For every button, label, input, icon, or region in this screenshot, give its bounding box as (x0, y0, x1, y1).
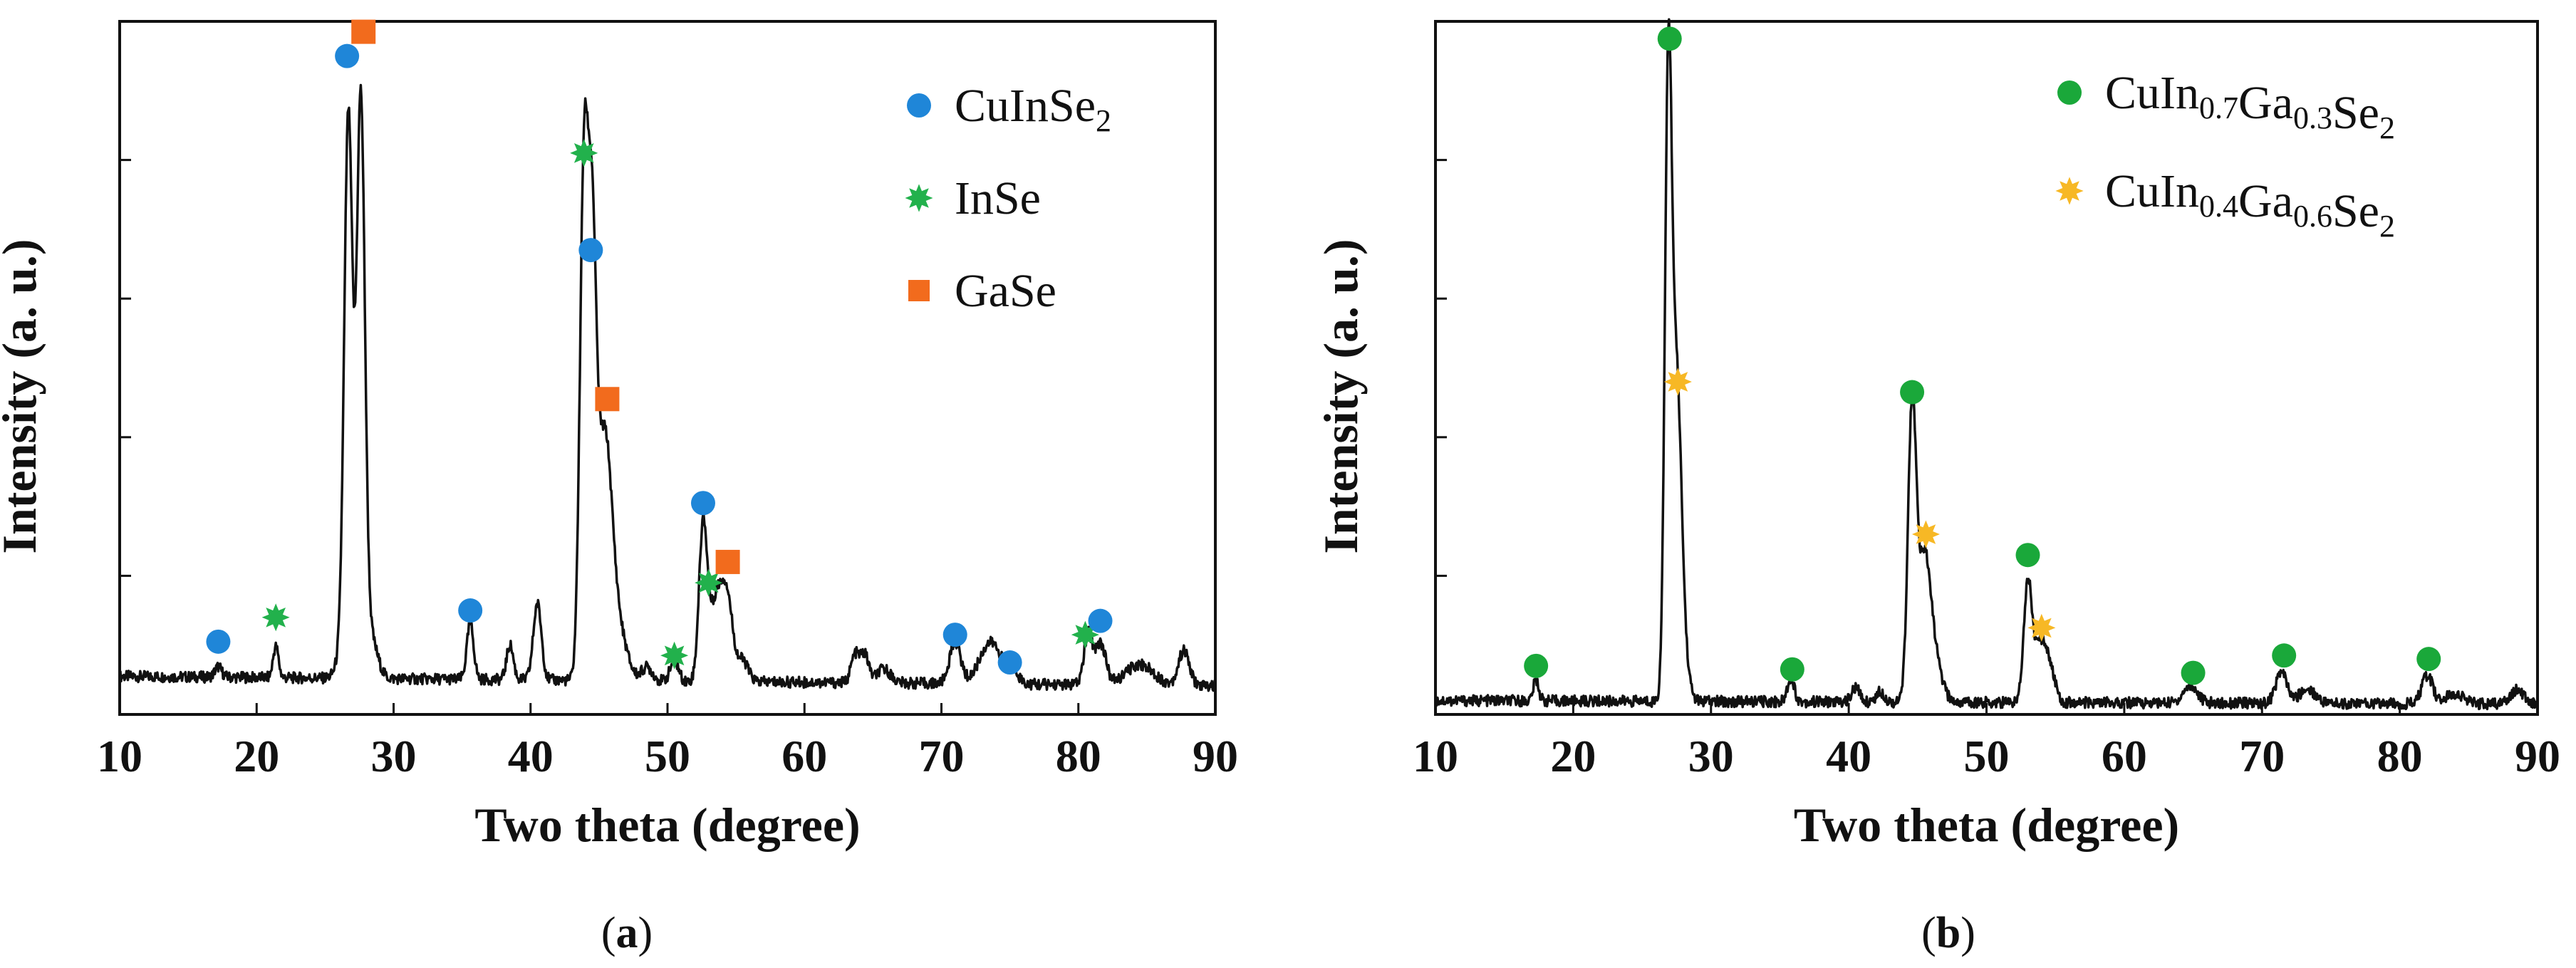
x-tick-label: 20 (1550, 731, 1596, 781)
x-tick-label: 70 (919, 731, 965, 781)
peak-marker-circle (458, 598, 483, 623)
peak-marker-circle (578, 238, 603, 263)
x-tick-label: 50 (645, 731, 690, 781)
legend: CuInSe2 InSe GaSe (905, 80, 1111, 317)
x-tick-label: 80 (1056, 731, 1101, 781)
legend-subscript: 2 (2379, 209, 2395, 244)
legend-text-part: CuIn (2105, 67, 2199, 119)
y-axis-title: Intensity (a. u.) (1314, 239, 1368, 553)
x-tick-label: 10 (97, 731, 142, 781)
peak-marker-circle (942, 623, 967, 647)
peak-marker-circle (2272, 643, 2297, 668)
peak-marker-square (715, 549, 740, 574)
x-tick-label: 10 (1413, 731, 1458, 781)
peak-marker-circle (206, 629, 231, 654)
x-tick-label: 70 (2239, 731, 2285, 781)
legend-label: InSe (955, 172, 1041, 224)
peak-marker-square (595, 387, 620, 412)
x-axis-title: Two theta (degree) (1794, 798, 2179, 852)
panel-label-letter: a (616, 909, 638, 957)
legend-label: CuInSe2 (955, 80, 1111, 138)
peak-marker-circle (690, 491, 715, 516)
peak-marker-circle (997, 650, 1022, 675)
peak-marker-circle (1900, 380, 1925, 405)
x-tick-label: 40 (1826, 731, 1871, 781)
legend-marker-star (2055, 177, 2084, 205)
peak-marker-circle (2181, 660, 2206, 685)
x-tick-label: 30 (371, 731, 417, 781)
peak-marker-circle (1524, 653, 1549, 678)
peak-marker-star (570, 139, 598, 167)
peak-marker-square (351, 19, 376, 44)
x-tick-label: 80 (2377, 731, 2423, 781)
legend-text-part: Se (2332, 87, 2379, 139)
xrd-trace (118, 83, 1217, 692)
legend-marker-star (905, 184, 933, 212)
x-tick-label: 50 (1964, 731, 2010, 781)
legend-text-part: GaSe (955, 265, 1056, 317)
peak-marker-star (1911, 520, 1940, 548)
x-tick-label: 40 (508, 731, 554, 781)
peak-marker-star (2027, 613, 2056, 642)
legend-text-part: CuInSe (955, 80, 1096, 132)
legend-text-part: Se (2332, 185, 2379, 237)
legend-text-part: InSe (955, 172, 1041, 224)
peak-marker-circle (1657, 26, 1682, 51)
legend-subscript: 0.7 (2199, 90, 2238, 125)
legend-text-part: Ga (2238, 175, 2293, 227)
panel-label: (a) (601, 909, 653, 957)
peak-marker-circle (1088, 608, 1113, 633)
panel-label-paren: ) (638, 909, 653, 957)
peak-marker-circle (335, 43, 360, 68)
x-tick-label: 60 (781, 731, 827, 781)
x-tick-label: 90 (2515, 731, 2560, 781)
legend-subscript: 0.3 (2293, 100, 2332, 135)
legend-text-part: Ga (2238, 77, 2293, 129)
legend-text-part: CuIn (2105, 165, 2199, 217)
legend-marker-circle (907, 93, 931, 118)
x-tick-label: 20 (234, 731, 279, 781)
y-axis-title: Intensity (a. u.) (0, 239, 46, 553)
legend-subscript: 0.4 (2199, 189, 2238, 224)
x-tick-label: 30 (1688, 731, 1734, 781)
legend-marker-circle (2057, 80, 2082, 105)
peak-marker-star (660, 641, 689, 670)
peak-marker-star (1663, 368, 1692, 396)
panel-label-letter: b (1936, 909, 1960, 957)
chart-panel-b: 10 20 30 40 50 60 70 80 90 Two theta (degree) Inte… (1314, 18, 2560, 957)
legend-label: GaSe (955, 265, 1056, 317)
peak-marker-star (695, 568, 723, 597)
chart-panel-a: 10 20 30 40 50 60 70 80 90 Two theta (degree) Inte… (0, 19, 1238, 957)
xrd-trace (1434, 18, 2539, 711)
legend-marker-square (908, 280, 930, 301)
legend-label: CuIn0.7Ga0.3Se2 (2105, 67, 2395, 145)
peak-marker-circle (2015, 543, 2040, 568)
x-tick-label: 60 (2102, 731, 2147, 781)
panel-label: (b) (1921, 909, 1975, 957)
peak-marker-star (261, 603, 290, 632)
legend-subscript: 2 (2379, 110, 2395, 145)
x-axis-title: Two theta (degree) (474, 798, 860, 852)
peak-marker-circle (1780, 657, 1804, 682)
panel-label-paren: ( (1921, 909, 1936, 957)
x-tick-label: 90 (1193, 731, 1238, 781)
peak-marker-circle (2416, 647, 2441, 672)
legend-subscript: 0.6 (2293, 199, 2332, 234)
panel-label-paren: ) (1960, 909, 1975, 957)
legend-subscript: 2 (1096, 103, 1111, 138)
panel-label-paren: ( (601, 909, 616, 957)
legend-label: CuIn0.4Ga0.6Se2 (2105, 165, 2395, 244)
